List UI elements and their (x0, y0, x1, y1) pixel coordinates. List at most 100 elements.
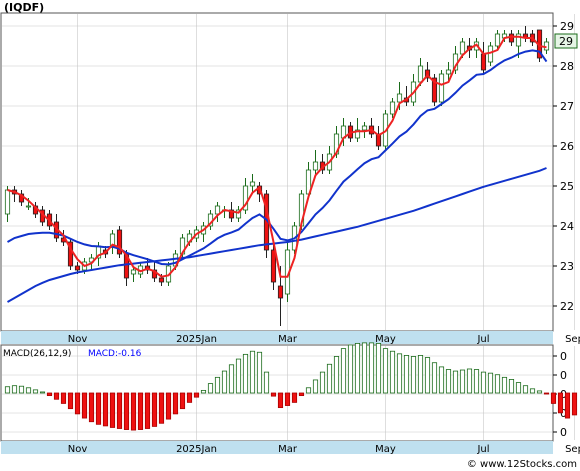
time-axis-label: 2025Jan (176, 444, 217, 455)
macd-bar (60, 392, 67, 404)
macd-bar (326, 363, 333, 394)
price-tick-label: 23 (560, 260, 574, 273)
macd-bar (165, 392, 172, 420)
macd-tick-label: 0 (560, 350, 567, 363)
macd-bar (361, 342, 368, 394)
macd-bar (81, 392, 88, 419)
time-axis-label: Mar (278, 444, 298, 455)
price-tick-label: 28 (560, 60, 574, 73)
macd-bar (487, 372, 494, 394)
macd-bar (564, 392, 571, 419)
macd-bar (32, 389, 39, 394)
price-tick-label: 24 (560, 220, 574, 233)
macd-bar (508, 379, 515, 394)
macd-bar (242, 353, 249, 394)
time-axis-label: May (375, 334, 396, 345)
macd-bar (312, 379, 319, 394)
macd-bar (11, 385, 18, 394)
macd-bar (382, 348, 389, 394)
macd-bar (172, 392, 179, 415)
candle (312, 150, 319, 174)
macd-bar (207, 383, 214, 394)
macd-value-label: MACD:-0.16 (88, 349, 142, 359)
macd-bar (347, 344, 354, 394)
price-grid (2, 14, 575, 330)
chart-title: (IQDF) (4, 1, 44, 14)
price-tick-label: 25 (560, 180, 574, 193)
macd-bar (515, 382, 522, 394)
macd-bar (522, 385, 529, 394)
macd-bar (67, 392, 74, 410)
ma50-line (7, 167, 547, 303)
macd-bar (116, 392, 123, 429)
macd-bar (473, 369, 480, 394)
macd-bar (200, 389, 207, 394)
candle (361, 122, 368, 138)
macd-bar (389, 350, 396, 394)
candle (494, 30, 501, 50)
macd-bar (109, 392, 116, 428)
macd-bar (452, 370, 459, 394)
macd-bar (256, 351, 263, 394)
macd-bar (445, 369, 452, 394)
macd-title: MACD(26,12,9) (3, 349, 71, 359)
macd-bar (228, 364, 235, 394)
macd-bar (39, 391, 46, 394)
macd-bar (263, 371, 270, 394)
candle (389, 98, 396, 118)
price-y-axis: 22 23 24 25 26 27 28 29 (553, 20, 574, 313)
macd-bar (102, 392, 109, 427)
macd-tick-label: 0 (560, 388, 567, 401)
candle (242, 178, 249, 214)
macd-bar (396, 353, 403, 394)
time-axis-band (1, 331, 553, 344)
candle (116, 226, 123, 258)
macd-bar (291, 392, 298, 403)
macd-bar (550, 392, 557, 404)
macd-tick-label: 0 (560, 369, 567, 382)
macd-bar (480, 371, 487, 394)
candle (431, 74, 438, 106)
time-axis-label: Sep (565, 444, 580, 455)
macd-bar (466, 368, 473, 394)
watermark: © www.12Stocks.com (467, 459, 577, 470)
price-tick-label: 27 (560, 100, 574, 113)
time-axis-label: Nov (68, 444, 88, 455)
candle (67, 238, 74, 270)
macd-bar (431, 362, 438, 394)
candle (375, 126, 382, 150)
candle (354, 118, 361, 142)
time-axis-label: Jul (476, 334, 489, 345)
macd-bar (130, 392, 137, 431)
macd-bar (543, 392, 550, 395)
macd-bar (529, 388, 536, 394)
macd-bar (410, 356, 417, 394)
macd-tick-label: 0 (560, 426, 567, 439)
macd-bar (340, 348, 347, 394)
macd-bar (74, 392, 81, 415)
macd-bar (4, 386, 11, 394)
price-tick-label: 22 (560, 300, 574, 313)
macd-bar (536, 390, 543, 394)
macd-bar (186, 392, 193, 403)
macd-bar (25, 387, 32, 394)
macd-bar (179, 392, 186, 410)
price-tick-label: 29 (560, 20, 574, 33)
candle (214, 202, 221, 222)
ema13-line (7, 49, 548, 266)
macd-bar (368, 342, 375, 394)
candle (235, 206, 242, 222)
macd-bar (438, 366, 445, 394)
macd-bar (18, 385, 25, 394)
price-panel-frame (0, 12, 554, 332)
candle (249, 174, 256, 194)
macd-tick-label: 0 (560, 407, 567, 420)
time-axis-labels: Nov 2025Jan Mar May Jul Sep (68, 334, 580, 345)
time-axis-label: Nov (68, 334, 88, 345)
macd-bar (151, 392, 158, 427)
candle (438, 70, 445, 106)
candle (270, 242, 277, 290)
macd-bar (459, 369, 466, 394)
time-axis-label: Sep (565, 334, 580, 345)
